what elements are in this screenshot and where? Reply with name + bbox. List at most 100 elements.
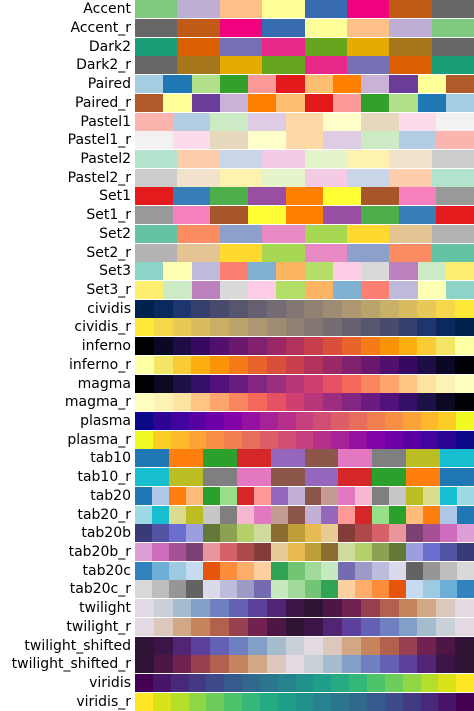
colormap-label: tab20	[90, 488, 131, 504]
color-swatch	[379, 356, 399, 374]
color-swatch	[436, 393, 456, 411]
color-swatch	[423, 506, 441, 524]
color-swatch	[323, 300, 343, 318]
color-swatch	[270, 562, 288, 580]
color-swatch	[342, 655, 361, 673]
color-swatch	[262, 56, 305, 74]
color-swatch	[248, 94, 277, 112]
color-swatch	[389, 244, 432, 262]
color-swatch	[440, 468, 474, 486]
color-swatch	[224, 674, 243, 692]
color-swatch	[440, 524, 458, 542]
color-swatch	[423, 543, 441, 561]
color-swatch	[168, 487, 186, 505]
colormap-label: Set1_r	[86, 207, 131, 223]
color-swatch	[457, 506, 474, 524]
colormap-swatches	[135, 262, 474, 280]
color-swatch	[346, 0, 390, 18]
color-swatch	[423, 562, 441, 580]
colormap-swatches	[135, 281, 474, 299]
color-swatch	[360, 599, 380, 617]
color-swatch	[177, 56, 220, 74]
colormap-label: plasma	[80, 413, 131, 429]
color-swatch	[342, 637, 361, 655]
colormap-label: Set2_r	[86, 245, 131, 261]
color-swatch	[360, 393, 380, 411]
color-swatch	[135, 75, 164, 93]
color-swatch	[219, 281, 248, 299]
color-swatch	[321, 562, 339, 580]
color-swatch	[242, 693, 260, 711]
color-swatch	[417, 655, 437, 673]
color-swatch	[332, 262, 361, 280]
color-swatch	[248, 206, 286, 224]
colormap-label: Pastel1_r	[67, 132, 131, 148]
colormap-label: tab10	[90, 450, 131, 466]
color-swatch	[276, 281, 305, 299]
color-swatch	[304, 524, 322, 542]
color-swatch	[389, 56, 432, 74]
color-swatch	[168, 580, 186, 598]
color-swatch	[191, 637, 211, 655]
color-swatch	[285, 375, 305, 393]
color-swatch	[229, 599, 248, 617]
color-swatch	[270, 543, 288, 561]
color-swatch	[436, 337, 456, 355]
color-swatch	[417, 637, 437, 655]
color-swatch	[304, 94, 333, 112]
colormap-swatches	[135, 431, 474, 449]
color-swatch	[191, 393, 211, 411]
color-swatch	[361, 187, 399, 205]
color-swatch	[372, 487, 390, 505]
color-swatch	[384, 412, 403, 430]
color-swatch	[398, 131, 437, 149]
colormap-row: twilight_shifted	[0, 637, 474, 655]
color-swatch	[417, 318, 437, 336]
color-swatch	[321, 524, 339, 542]
color-swatch	[304, 655, 324, 673]
color-swatch	[285, 113, 324, 131]
color-swatch	[323, 655, 343, 673]
color-swatch	[304, 38, 347, 56]
colormap-label: inferno	[81, 338, 131, 354]
color-swatch	[236, 487, 254, 505]
color-swatch	[389, 38, 432, 56]
colormap-row: tab20b	[0, 524, 474, 542]
colormap-row: magma_r	[0, 393, 474, 411]
color-swatch	[191, 375, 211, 393]
color-swatch	[224, 412, 243, 430]
color-swatch	[304, 0, 347, 18]
color-swatch	[384, 674, 403, 692]
color-swatch	[262, 38, 305, 56]
color-swatch	[295, 412, 314, 430]
color-swatch	[304, 449, 339, 467]
color-swatch	[151, 562, 169, 580]
colormap-row: cividis_r	[0, 318, 474, 336]
color-swatch	[285, 131, 324, 149]
color-swatch	[135, 244, 178, 262]
color-swatch	[266, 393, 286, 411]
color-swatch	[172, 356, 192, 374]
color-swatch	[436, 187, 474, 205]
color-swatch	[172, 655, 192, 673]
colormap-label: viridis	[89, 675, 131, 691]
color-swatch	[285, 356, 305, 374]
color-swatch	[379, 618, 399, 636]
color-swatch	[389, 262, 418, 280]
color-swatch	[436, 655, 456, 673]
color-swatch	[210, 337, 230, 355]
color-swatch	[247, 356, 267, 374]
color-swatch	[247, 655, 267, 673]
color-swatch	[436, 206, 474, 224]
color-swatch	[153, 300, 173, 318]
color-swatch	[152, 431, 171, 449]
color-swatch	[389, 506, 407, 524]
color-swatch	[151, 543, 169, 561]
color-swatch	[379, 655, 399, 673]
color-swatch	[135, 693, 153, 711]
color-swatch	[219, 19, 263, 37]
colormap-swatches	[135, 655, 474, 673]
color-swatch	[210, 375, 230, 393]
color-swatch	[331, 693, 350, 711]
color-swatch	[219, 562, 237, 580]
